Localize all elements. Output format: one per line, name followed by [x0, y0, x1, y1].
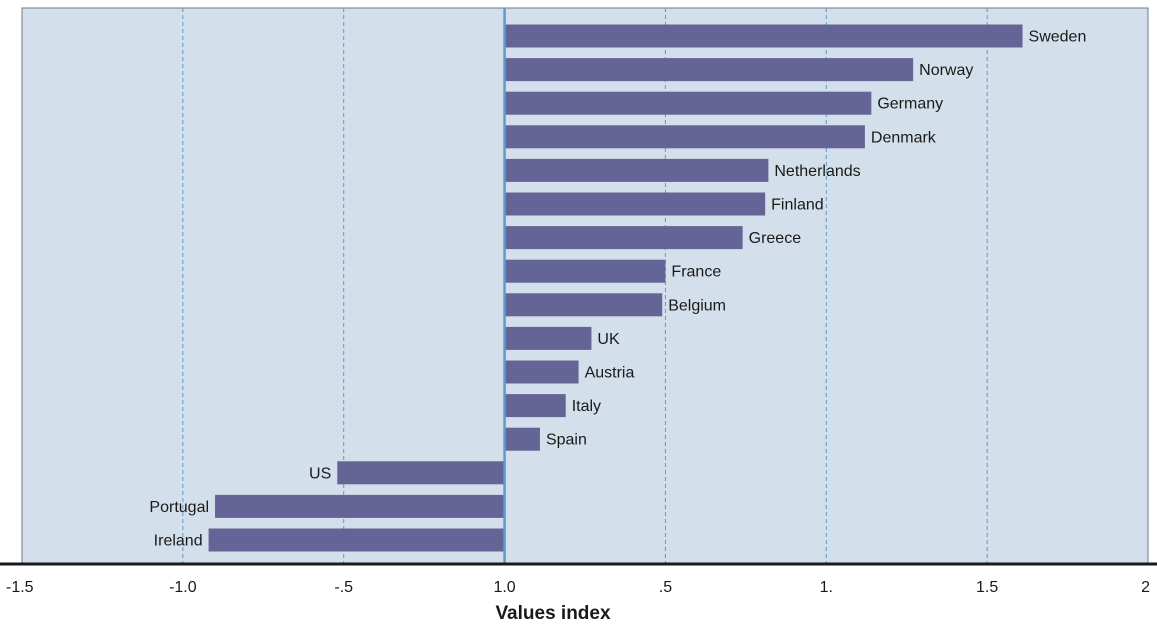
x-tick-label: -.5: [334, 579, 353, 596]
bar-uk: [504, 326, 592, 350]
bar-label: Germany: [877, 96, 943, 113]
x-tick-label: -1.0: [169, 579, 197, 596]
bars: [208, 24, 1023, 552]
x-axis-title: Values index: [495, 603, 611, 624]
bar-greece: [504, 226, 743, 250]
bar-netherlands: [504, 158, 769, 182]
x-tick-labels: -1.5 -1.0 -.5 1.0 .5 1. 1.5 2: [6, 579, 1150, 596]
bar-label: Sweden: [1029, 29, 1087, 46]
bar-denmark: [504, 125, 865, 149]
bar-belgium: [504, 293, 663, 317]
bar-label: Norway: [919, 62, 973, 79]
bar-finland: [504, 192, 766, 216]
bar-label: UK: [597, 331, 620, 348]
bar-label: Greece: [749, 230, 802, 247]
bar-norway: [504, 58, 914, 82]
bar-label: Denmark: [871, 129, 937, 146]
bar-label: Netherlands: [774, 163, 860, 180]
bar-us: [337, 461, 505, 485]
bar-ireland: [208, 528, 505, 552]
bar-label: Portugal: [149, 499, 209, 516]
bar-sweden: [504, 24, 1023, 48]
x-tick-label: 1.: [820, 579, 833, 596]
bar-label: Belgium: [668, 297, 726, 314]
plot-area: [21, 7, 1149, 565]
x-tick-label: -1.5: [6, 579, 34, 596]
bar-label: Austria: [585, 365, 635, 382]
bar-labels: Sweden Norway Germany Denmark Netherlands Fin…: [149, 29, 1086, 550]
x-tick-label: 2: [1141, 579, 1150, 596]
bar-france: [504, 259, 666, 283]
bar-label: Ireland: [154, 533, 203, 550]
bar-germany: [504, 91, 872, 115]
bar-label: Italy: [572, 398, 601, 415]
bar-label: US: [309, 465, 331, 482]
x-tick-label: .5: [659, 579, 672, 596]
bar-austria: [504, 360, 579, 384]
x-tick-label: 1.0: [493, 579, 515, 596]
x-tick-label: 1.5: [976, 579, 998, 596]
bar-portugal: [215, 494, 505, 518]
bar-label: France: [671, 264, 721, 281]
bar-italy: [504, 394, 566, 418]
bar-label: Finland: [771, 197, 823, 214]
bar-label: Spain: [546, 432, 587, 449]
bar-spain: [504, 427, 540, 451]
